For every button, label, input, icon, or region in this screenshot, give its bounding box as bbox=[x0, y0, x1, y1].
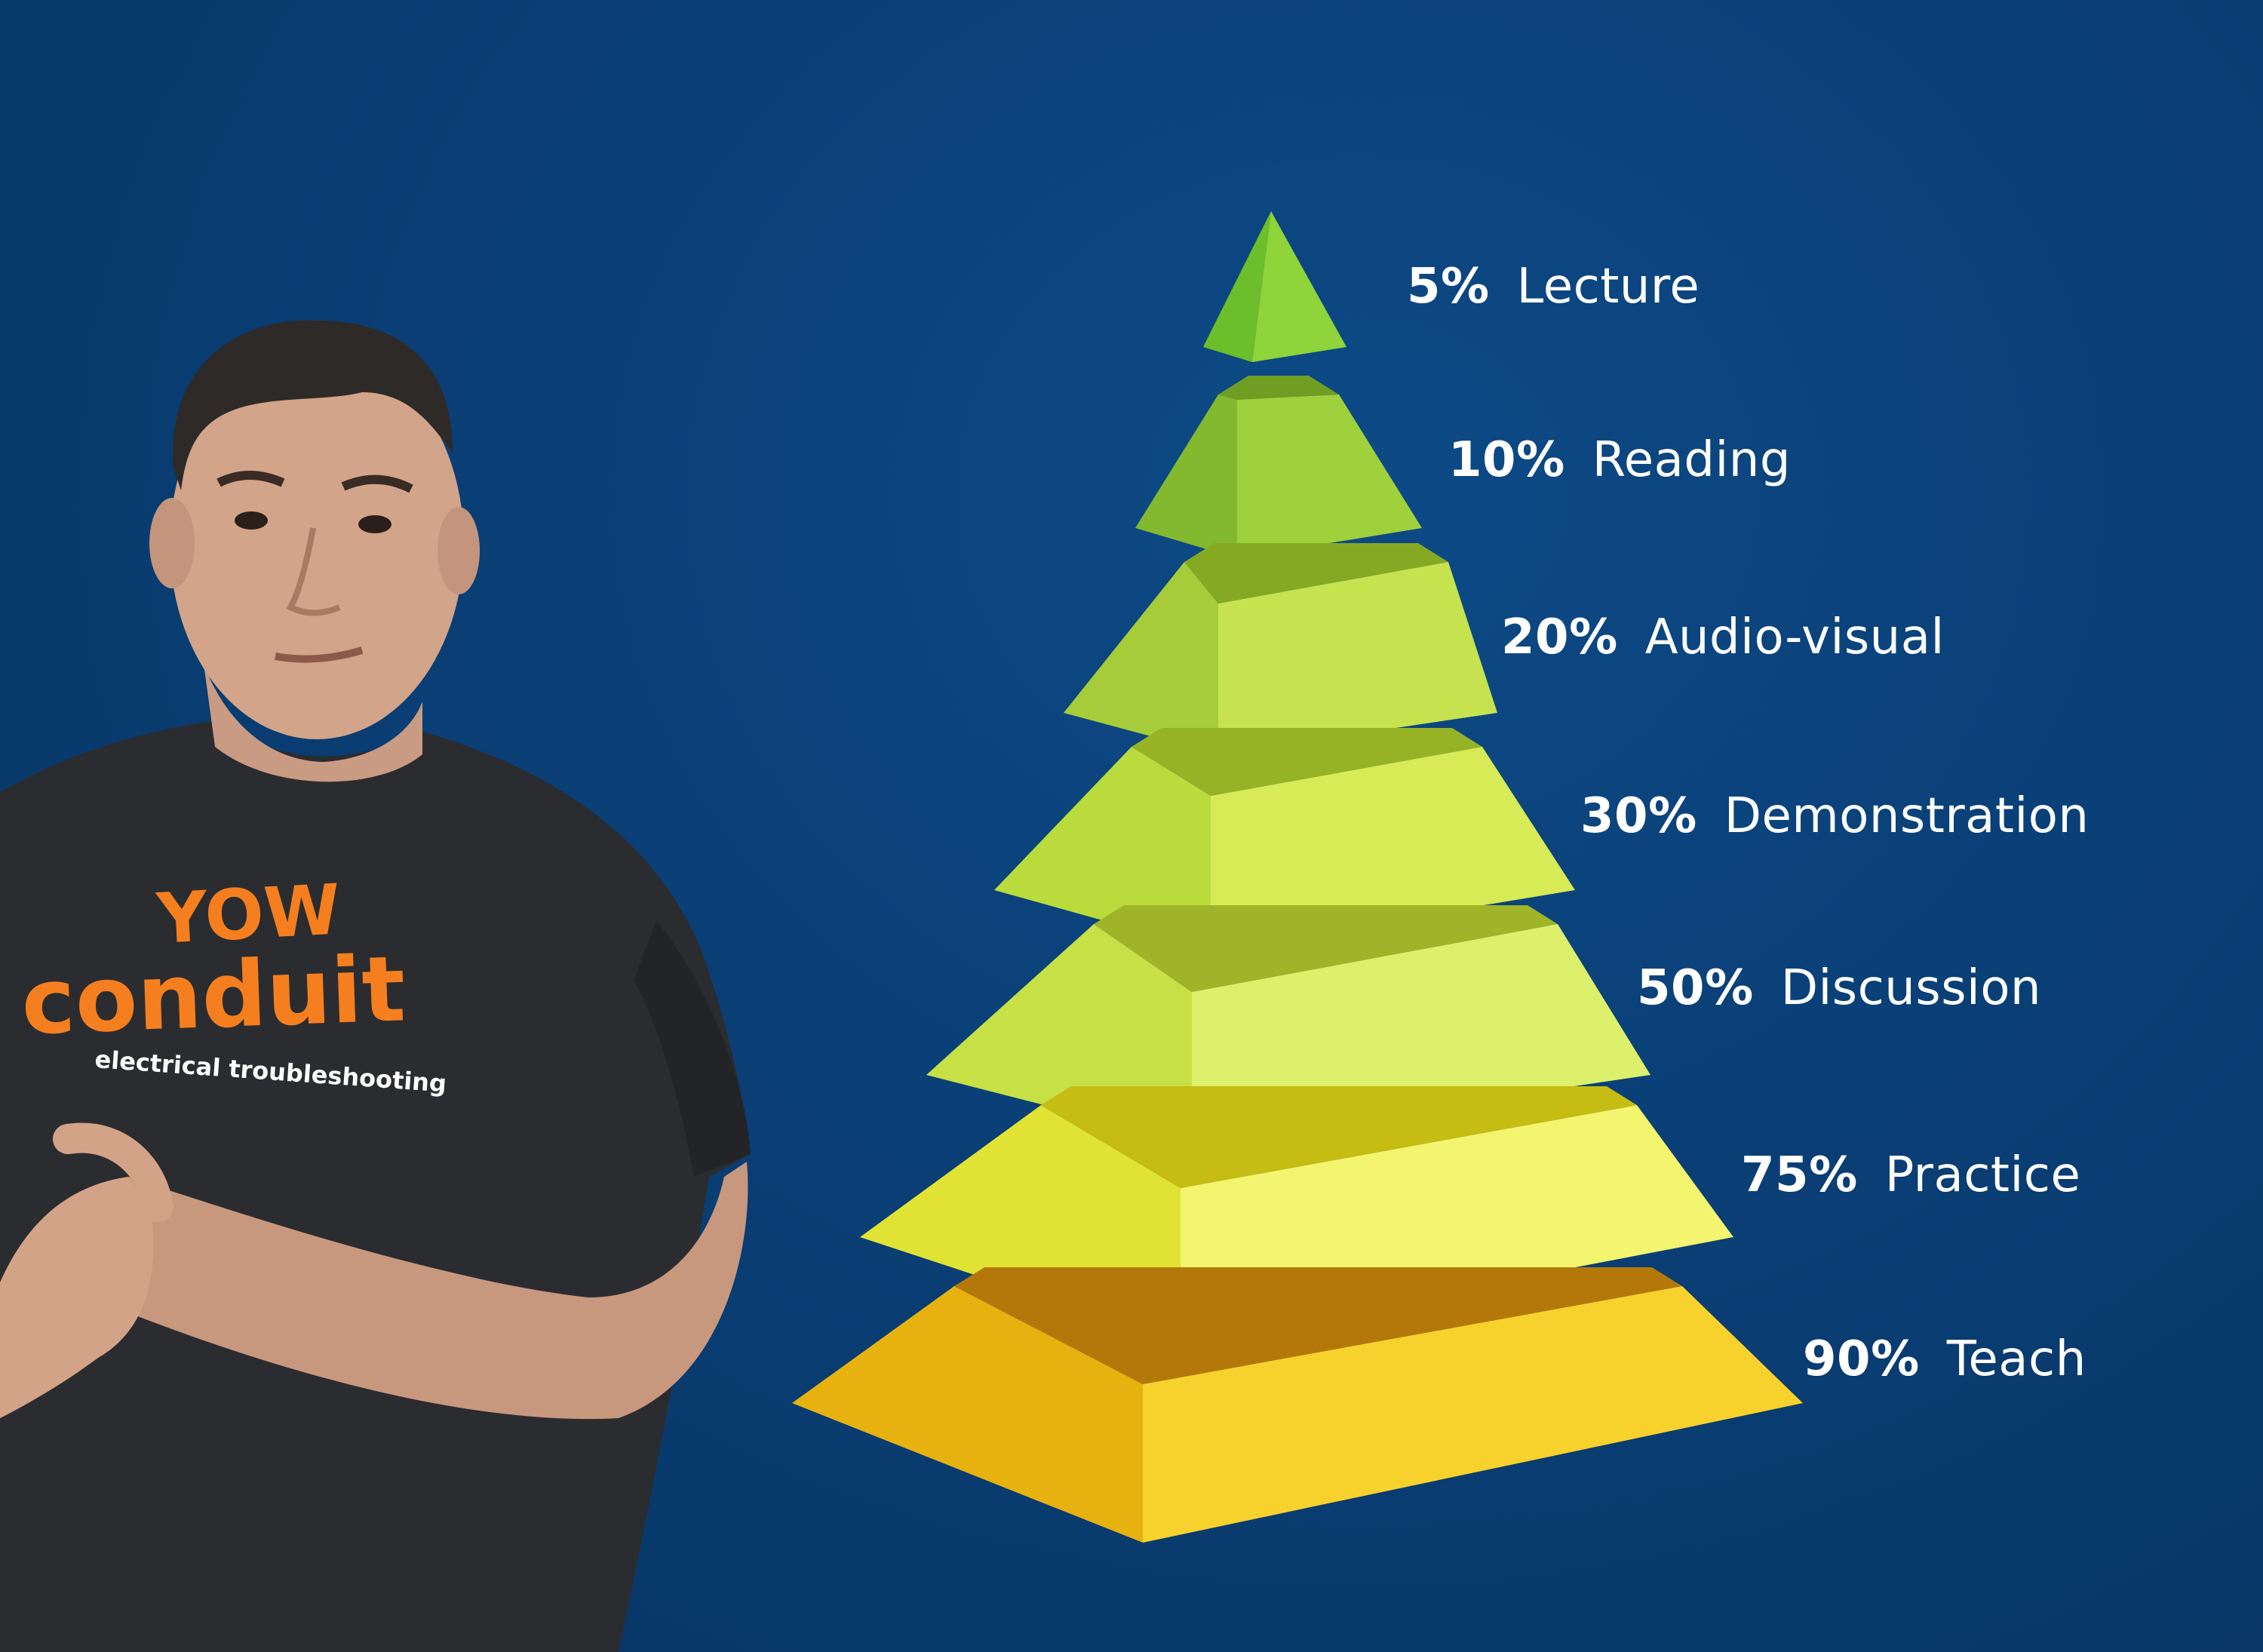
label-teach-percent: 90% bbox=[1803, 1331, 1920, 1387]
layer-teach-left-face bbox=[792, 1286, 1143, 1543]
label-demonstration: 30% Demonstration bbox=[1580, 786, 2089, 846]
layer-practice-top-ledge bbox=[1041, 1086, 1637, 1188]
label-lecture-percent: 5% bbox=[1407, 259, 1490, 315]
label-audio-visual-percent: 20% bbox=[1501, 610, 1618, 665]
label-discussion: 50% Discussion bbox=[1637, 958, 2041, 1018]
presenter-figure: YOW conduit electrical troubleshooting bbox=[0, 320, 751, 1652]
label-reading: 10% Reading bbox=[1448, 430, 1791, 490]
label-reading-text: Reading bbox=[1592, 432, 1791, 488]
layer-audio-visual-right-face bbox=[1218, 562, 1497, 754]
label-demonstration-percent: 30% bbox=[1580, 788, 1697, 844]
label-reading-percent: 10% bbox=[1448, 432, 1565, 488]
layer-teach-right-face bbox=[1143, 1286, 1803, 1543]
layer-demonstration-top-ledge bbox=[1132, 728, 1482, 796]
presenter-hand bbox=[0, 1177, 154, 1418]
layer-lecture-left-face bbox=[1203, 211, 1271, 362]
layer-discussion-top-ledge bbox=[1094, 905, 1558, 992]
layer-reading-left-face bbox=[1135, 395, 1237, 558]
layer-reading-top-ledge bbox=[1218, 376, 1339, 400]
presenter-shirt bbox=[0, 720, 751, 1652]
label-practice-text: Practice bbox=[1884, 1147, 2081, 1203]
label-demonstration-text: Demonstration bbox=[1724, 788, 2090, 844]
shirt-logo-line2: conduit bbox=[20, 937, 407, 1055]
presenter-hair bbox=[173, 320, 453, 490]
label-discussion-text: Discussion bbox=[1780, 960, 2042, 1016]
layer-teach-top-ledge bbox=[954, 1267, 1682, 1384]
label-lecture-text: Lecture bbox=[1516, 259, 1700, 315]
label-lecture: 5% Lecture bbox=[1407, 256, 1700, 317]
presenter-face bbox=[170, 347, 464, 739]
label-practice-percent: 75% bbox=[1741, 1147, 1858, 1203]
label-discussion-percent: 50% bbox=[1637, 960, 1754, 1016]
layer-lecture-right-face bbox=[1252, 211, 1346, 362]
presenter-forearm bbox=[128, 1162, 748, 1420]
label-audio-visual-text: Audio-visual bbox=[1644, 610, 1945, 665]
label-audio-visual: 20% Audio-visual bbox=[1501, 607, 1945, 668]
layer-audio-visual-left-face bbox=[1064, 562, 1218, 754]
layer-demonstration-right-face bbox=[1211, 747, 1575, 950]
label-practice: 75% Practice bbox=[1741, 1145, 2080, 1205]
shirt-logo-line1: YOW bbox=[155, 869, 342, 960]
layer-reading-right-face bbox=[1237, 395, 1422, 558]
presenter-neck bbox=[204, 664, 422, 782]
layer-audio-visual-top-ledge bbox=[1184, 543, 1448, 603]
label-teach-text: Teach bbox=[1946, 1331, 2086, 1387]
label-teach: 90% Teach bbox=[1803, 1329, 2086, 1389]
layer-demonstration-left-face bbox=[994, 747, 1211, 950]
